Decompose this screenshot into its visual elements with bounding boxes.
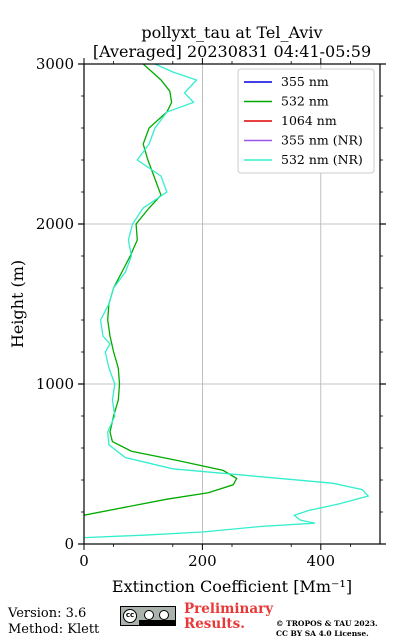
axis-ticks: 0 200 400 0 1000 2000 3000 — [36, 55, 386, 570]
cc-icon: cc — [123, 609, 137, 623]
sa-icon — [159, 610, 169, 620]
x-tick-label: 0 — [79, 552, 89, 570]
version-text: Version: 3.6 — [8, 606, 87, 621]
y-tick-label: 3000 — [36, 55, 74, 73]
legend-label: 1064 nm — [281, 113, 337, 128]
y-tick-label: 1000 — [36, 375, 74, 393]
preliminary-line2: Results. — [184, 616, 245, 632]
x-axis-label: Extinction Coefficient [Mm⁻¹] — [112, 577, 352, 596]
legend-label: 355 nm (NR) — [281, 133, 363, 148]
method-text: Method: Klett — [8, 622, 100, 637]
series-line-1 — [84, 64, 238, 516]
legend: 355 nm 532 nm 1064 nm 355 nm (NR) 532 nm (NR… — [237, 68, 375, 174]
x-tick-label: 200 — [188, 552, 217, 570]
chart-title-line1: pollyxt_tau at Tel_Aviv — [141, 23, 322, 42]
series-line-4 — [84, 64, 370, 539]
legend-box — [237, 68, 375, 174]
version-info: Version: 3.6 Method: Klett — [8, 606, 99, 638]
y-tick-label: 0 — [64, 535, 74, 553]
license-line1: © TROPOS & TAU 2023. — [276, 619, 378, 628]
legend-label: 532 nm — [281, 94, 329, 109]
axes-frame — [83, 63, 381, 545]
preliminary-note: Preliminary Results. — [184, 602, 273, 632]
license-note: © TROPOS & TAU 2023. CC BY SA 4.0 Licens… — [276, 619, 378, 639]
preliminary-line1: Preliminary — [184, 601, 274, 617]
by-icon — [144, 610, 154, 620]
y-axis-label: Height (m) — [8, 260, 27, 348]
badge-strip — [139, 620, 175, 625]
x-tick-label: 400 — [306, 552, 335, 570]
legend-label: 355 nm — [281, 74, 329, 89]
y-tick-label: 2000 — [36, 215, 74, 233]
plot-area — [84, 64, 370, 539]
license-line2: CC BY SA 4.0 License. — [276, 629, 369, 638]
legend-label: 532 nm (NR) — [281, 152, 363, 167]
chart-title-line2: [Averaged] 20230831 04:41-05:59 — [93, 42, 371, 61]
cc-by-sa-icon: cc — [120, 606, 176, 626]
